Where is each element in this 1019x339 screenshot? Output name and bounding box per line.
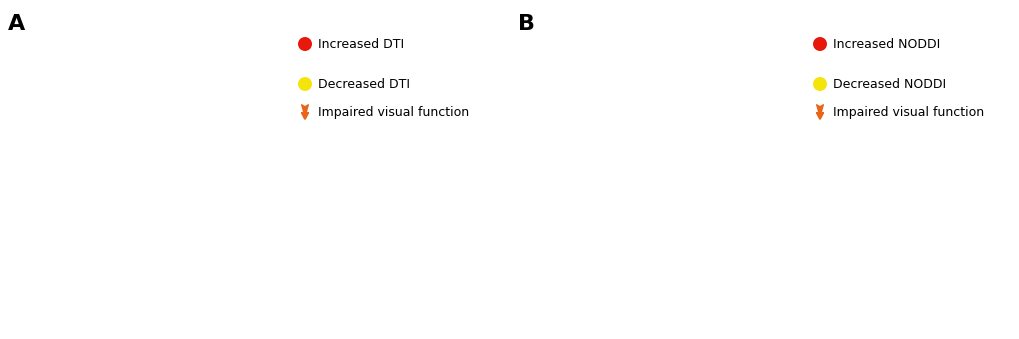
Text: Decreased DTI: Decreased DTI bbox=[318, 78, 410, 91]
Circle shape bbox=[298, 37, 312, 51]
Text: Impaired visual function: Impaired visual function bbox=[318, 105, 469, 119]
Text: Increased NODDI: Increased NODDI bbox=[833, 38, 940, 51]
Circle shape bbox=[812, 37, 826, 51]
Text: Impaired visual function: Impaired visual function bbox=[833, 105, 983, 119]
Text: A: A bbox=[8, 14, 25, 34]
Circle shape bbox=[812, 77, 826, 91]
Circle shape bbox=[298, 77, 312, 91]
Text: B: B bbox=[518, 14, 535, 34]
Text: Increased DTI: Increased DTI bbox=[318, 38, 404, 51]
Text: Decreased NODDI: Decreased NODDI bbox=[833, 78, 946, 91]
